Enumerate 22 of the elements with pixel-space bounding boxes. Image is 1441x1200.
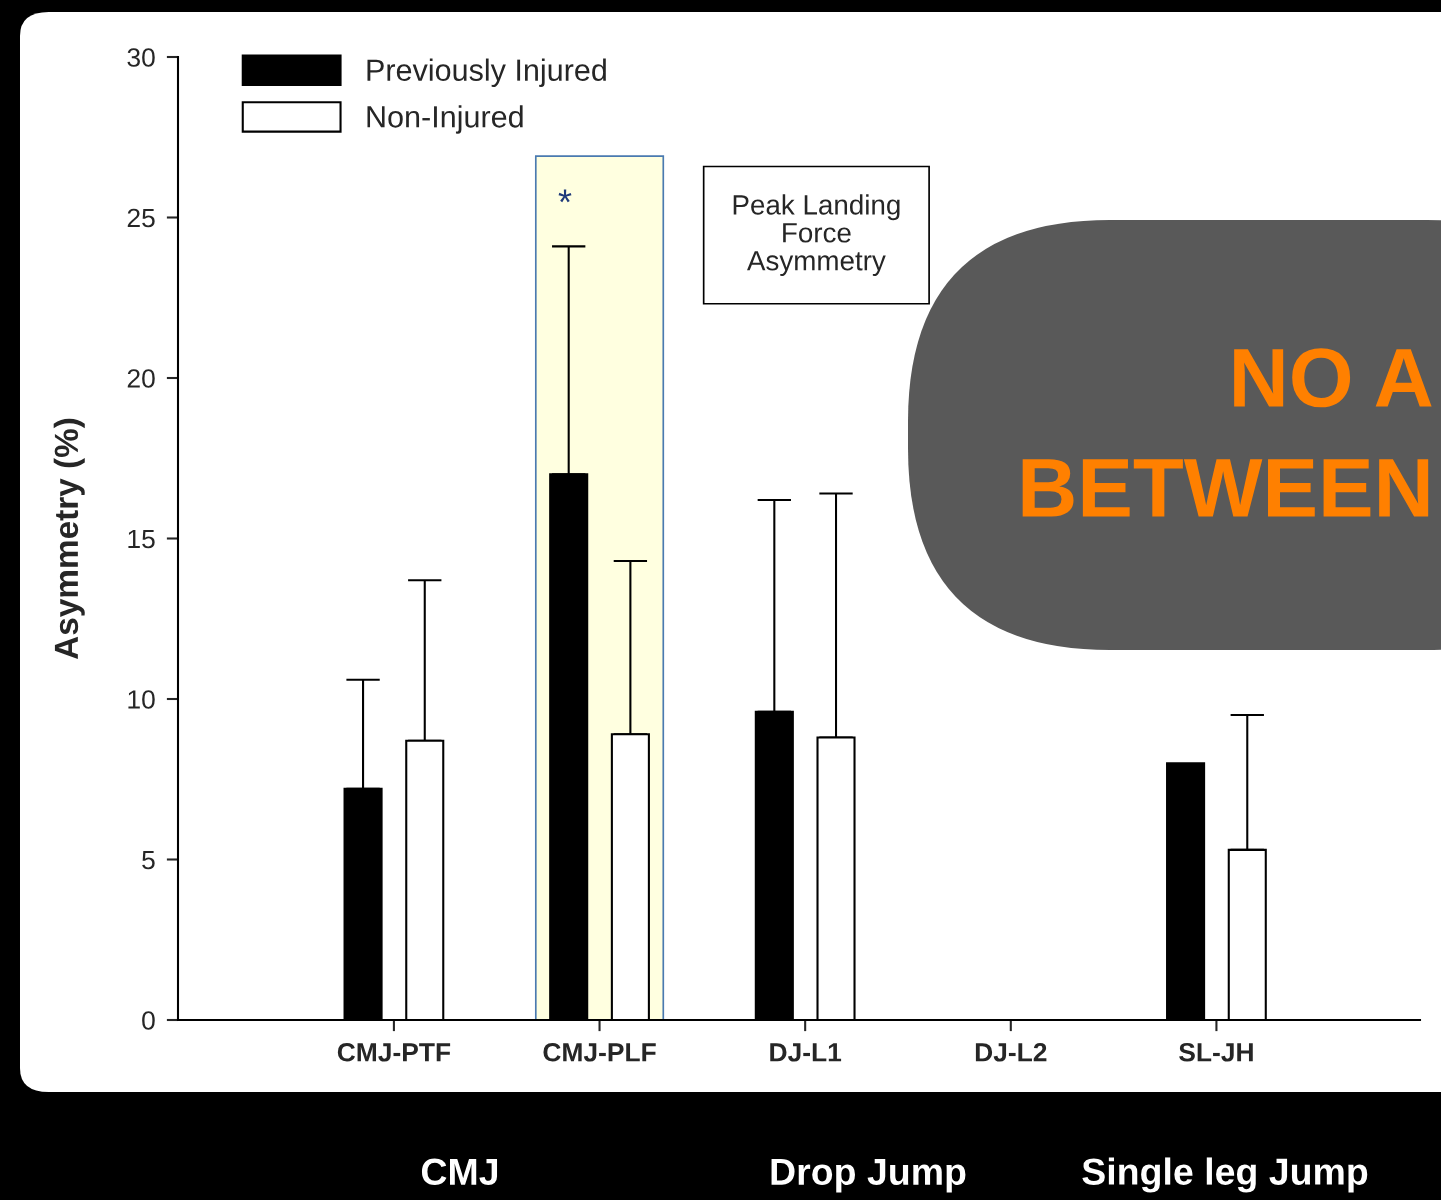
legend-label: Non-Injured (367, 105, 523, 134)
y-tick-label: 10 (128, 690, 155, 709)
legend-label: Previously Injured (367, 58, 606, 88)
y-tick-label: 15 (128, 529, 155, 549)
annotation: * (558, 189, 572, 203)
x-tick-label: DJ-L1 (770, 1043, 842, 1062)
x-tick-label: SL-JH (1179, 1042, 1253, 1062)
x-tick-label: DJ-L2 (975, 1042, 1047, 1062)
y-tick-label: 0 (142, 1011, 155, 1030)
y-tick-label: 30 (127, 48, 155, 67)
y-tick-label: 25 (127, 208, 155, 228)
annotation: BETWEEN (1022, 459, 1429, 517)
text: Drop Jump (771, 1158, 966, 1193)
text: CMJ (421, 1158, 498, 1186)
x-tick-label: CMJ-PLF (543, 1042, 656, 1062)
annotation: NO A (1234, 348, 1432, 408)
y-axis-title: Asymmetry (%) (53, 418, 85, 660)
y-tick-label: 20 (127, 369, 155, 388)
text: Single leg Jump (1082, 1157, 1368, 1193)
x-tick-label: CMJ-PTF (337, 1042, 451, 1062)
y-tick-label: 5 (142, 850, 155, 870)
annotation: Peak Landing Force Asymmetry (733, 194, 900, 277)
